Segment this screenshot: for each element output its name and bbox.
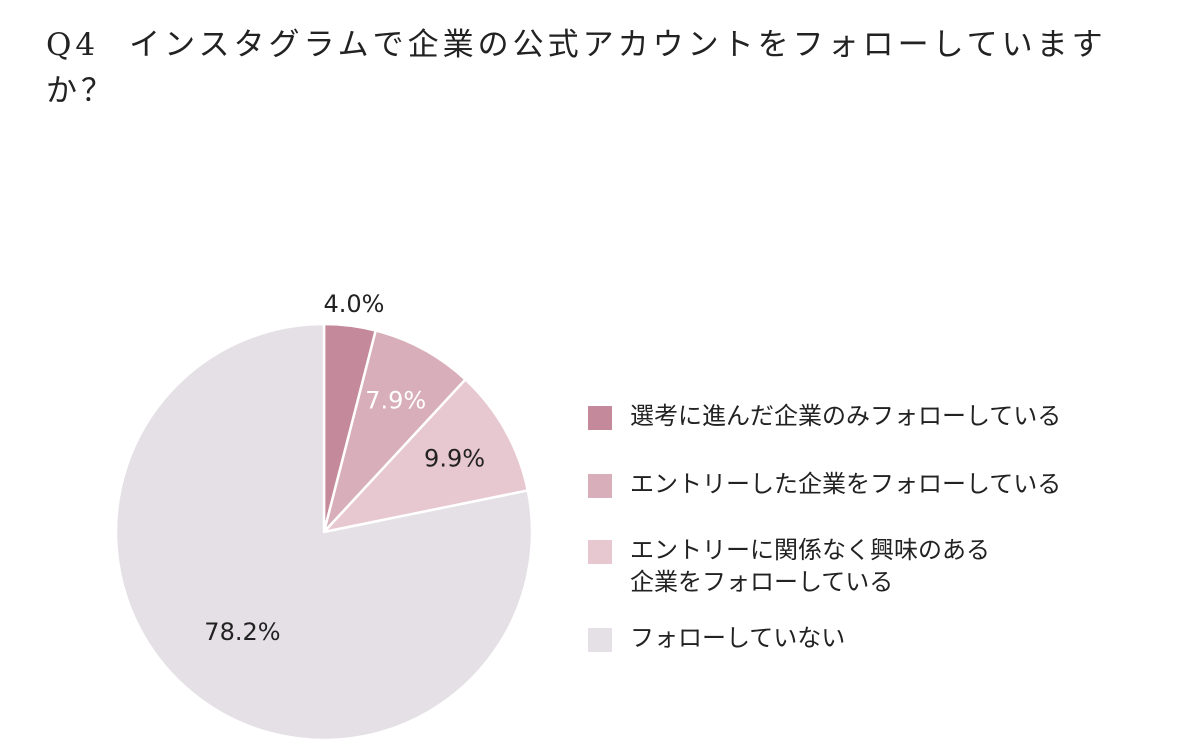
question-text: インスタグラムで企業の公式アカウントをフォローしていますか？ bbox=[46, 27, 1107, 109]
legend-swatch-interested bbox=[588, 540, 612, 564]
legend-swatch-selection-only bbox=[588, 406, 612, 430]
legend-label-not-following: フォローしていない bbox=[630, 624, 846, 652]
data-label-not-following: 78.2% bbox=[204, 618, 280, 646]
legend-item-selection-only: 選考に進んだ企業のみフォローしている bbox=[588, 400, 1061, 432]
pie-slice-entered bbox=[322, 329, 467, 534]
legend-label-selection-only: 選考に進んだ企業のみフォローしている bbox=[630, 402, 1062, 430]
legend-swatch-entered bbox=[588, 474, 612, 498]
chart-title: Q4 インスタグラムで企業の公式アカウントをフォローしていますか？ bbox=[46, 22, 1136, 114]
data-label-entered: 7.9% bbox=[365, 387, 426, 415]
data-label-interested: 9.9% bbox=[424, 445, 485, 473]
legend-swatch-not-following bbox=[588, 628, 612, 652]
legend-label-interested: エントリーに関係なく興味のある 企業をフォローしている bbox=[630, 536, 990, 596]
question-number: Q4 bbox=[46, 27, 100, 63]
data-label-selection-only: 4.0% bbox=[324, 290, 385, 318]
pie-slice-interested bbox=[322, 378, 530, 534]
pie-slice-not-following bbox=[114, 322, 534, 742]
legend-label-entered: エントリーした企業をフォローしている bbox=[630, 470, 1062, 498]
legend-item-entered: エントリーした企業をフォローしている bbox=[588, 468, 1061, 500]
legend-item-not-following: フォローしていない bbox=[588, 622, 845, 654]
legend-item-interested: エントリーに関係なく興味のある 企業をフォローしている bbox=[588, 534, 990, 598]
